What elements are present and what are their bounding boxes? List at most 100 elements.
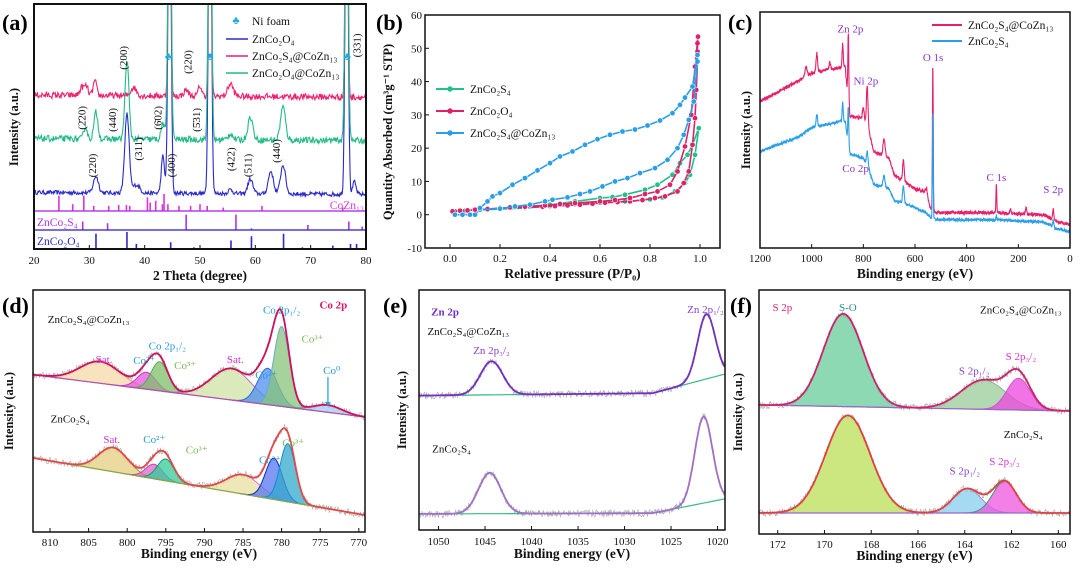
x-tick-label: 780 [273,537,290,549]
series-line [34,4,366,199]
peak-annotation: Co²⁺ [259,454,281,466]
peak-annotation: Co³⁺ [186,445,208,457]
legend-marker [447,108,453,114]
panel-c: 1200 1000 800 600 400 200 0 Binding energy (eV)… [728,10,1073,281]
x-tick-label: 200 [1010,253,1027,265]
peak-annotation: Co³⁺ [174,360,196,372]
panel-d: 810 805 800 795 790 785 780 775 770 Binding energ… [2,289,368,561]
series-line [34,4,366,146]
data-point [471,211,478,218]
peak-annotation: S-O [839,302,857,314]
panel-label: (d) [2,293,29,318]
data-point [576,191,583,198]
data-point [684,151,691,158]
y-tick-label: 60 [411,10,423,22]
y-tick-label: 30 [411,110,423,122]
peak-annotation: Co²⁺ [255,370,277,382]
data-point [459,211,466,218]
data-point [695,125,702,132]
data-point [661,193,668,200]
reference-pattern: CoZn₁₃ [34,194,366,212]
data-point [674,168,681,175]
peak-annotation: ZnCo₂S₄@CoZn₁₃ [980,305,1062,317]
background-line [33,374,365,418]
data-point [599,183,606,190]
peak-annotation: S 2p₃/₂ [989,456,1020,468]
x-tick-label: 164 [957,539,974,551]
ni-foam-marker-icon: ♣ [165,51,172,63]
legend-label: ZnCo₂O₄ [252,34,295,46]
peak-annotation: S 2p₃/₂ [1006,351,1037,363]
peak-annotation: ZnCo₂S₄ [432,443,471,455]
y-axis-title: Intensity (a.u.) [395,371,409,449]
plot-frame [424,14,721,249]
x-tick-label: 60 [250,255,262,267]
data-point [685,116,692,123]
data-point [644,122,651,129]
plot-area [449,33,702,218]
data-point [526,201,533,208]
panel-label: (c) [728,10,752,35]
panel-b: 0.0 0.2 0.4 0.6 0.8 1.0 -10 0 10 20 30 40 50 60 Relati… [376,10,721,281]
data-point [549,196,556,203]
x-tick-label: 20 [29,255,41,267]
data-point [651,195,658,202]
y-tick-label: 0 [417,210,423,222]
x-tick-label: 170 [816,539,833,551]
reference-label: CoZn₁₃ [330,200,364,212]
x-tick-label: 160 [1050,539,1067,551]
y-axis-title: Intensity (a.u.) [739,91,753,169]
data-point [619,128,626,135]
data-point [594,136,601,143]
x-tick-label: 1020 [707,536,730,548]
x-tick-label: 162 [1003,539,1020,551]
data-point [556,153,563,160]
data-point [664,156,671,163]
x-tick-label: 810 [42,537,59,549]
data-point [690,98,697,105]
data-point [546,160,553,167]
data-point [606,131,613,138]
x-tick-label: 600 [907,253,924,265]
reference-box [33,210,367,231]
x-tick-label: 1030 [614,536,637,548]
data-point [596,198,603,205]
plot-area [34,4,366,199]
plot-area [419,312,725,519]
x-tick-label: 0.2 [493,253,507,265]
legend-label: ZnCo₂S₄ [470,84,511,96]
legend-label: ZnCo₂S₄ [968,36,1009,48]
plot-frame [33,3,367,250]
peak-annotation: Zn 2p₃/₂ [473,345,510,357]
series-line [759,313,1070,412]
x-tick-label: 1040 [521,536,544,548]
data-point [636,170,643,177]
x-axis-title: Binding energy (eV) [857,266,973,281]
data-point [681,94,688,101]
data-point [674,188,681,195]
legend-label: ZnCo₂O₄@CoZn₁₃ [252,68,339,80]
data-point [611,197,618,204]
y-tick-label: 20 [411,143,423,155]
peak-annotation: (5̄31) [191,108,203,132]
y-axis-title: Intensity (a.u.) [7,88,21,166]
legend-label: ZnCo₂S₄@CoZn₁₃ [968,20,1053,32]
peak-annotation: Co 2p₁/₂ [263,304,300,316]
y-axis-title: Intensity (a.u.) [2,372,16,450]
data-point [484,198,491,205]
series-line [33,427,365,516]
peak-annotation: C 1s [986,172,1006,184]
x-tick-label: 50 [195,255,207,267]
series-line [759,414,1070,514]
peak-annotation: (422) [225,147,237,171]
legend-label: Ni foam [252,16,290,28]
x-axis-title: Binding energy (eV) [141,546,257,561]
data-point [676,101,683,108]
x-tick-label: 0.8 [643,253,657,265]
x-tick-label: 172 [769,539,786,551]
y-tick-label: 40 [411,77,423,89]
peak-annotation: Co²⁺ [143,434,165,446]
data-point [556,201,563,208]
peak-annotation: (331) [351,33,363,57]
